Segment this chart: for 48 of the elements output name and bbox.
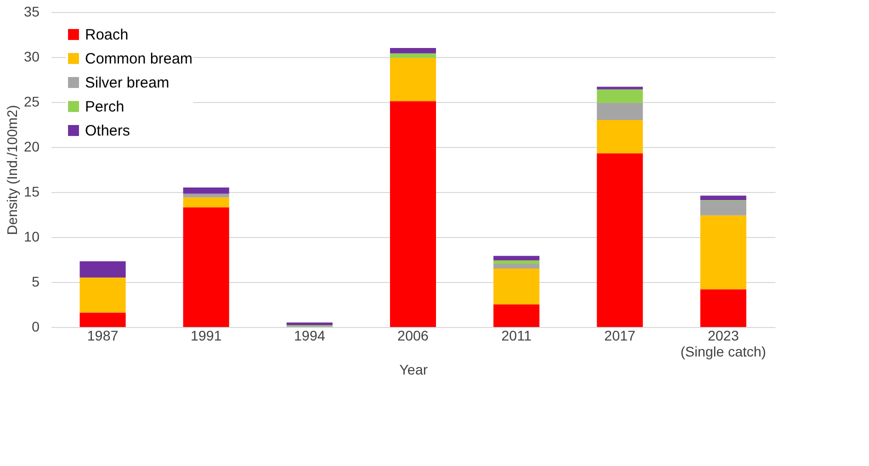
bar [493, 268, 540, 304]
bar [700, 289, 746, 327]
bar [183, 194, 230, 198]
legend-label: Silver bream [85, 74, 170, 92]
x-tick-label: 2011 [501, 328, 532, 344]
x-axis-title: Year [399, 362, 428, 378]
x-tick-label: 1994 [294, 328, 326, 344]
bar [700, 196, 746, 200]
y-tick-label: 15 [24, 184, 40, 200]
x-tick-label: 2006 [397, 328, 429, 344]
bar [183, 197, 230, 208]
y-tick-label: 30 [24, 48, 40, 64]
bar [596, 153, 643, 327]
bar [493, 264, 540, 268]
y-tick-label: 20 [24, 138, 40, 154]
bar [596, 89, 643, 103]
bar [80, 261, 126, 278]
bar [183, 188, 230, 194]
bar [700, 215, 746, 290]
y-tick-label: 35 [24, 4, 40, 20]
x-tick-label: 2023 (Single catch) [680, 328, 766, 360]
bar [390, 48, 436, 54]
bar [493, 256, 540, 260]
legend-label: Roach [85, 26, 128, 44]
bar [80, 278, 126, 313]
bar [596, 86, 643, 90]
x-tick-label: 1991 [190, 328, 222, 344]
bar [596, 120, 643, 154]
y-tick-label: 25 [24, 94, 40, 110]
bar [493, 304, 540, 327]
bar [493, 260, 540, 264]
bar [596, 102, 643, 120]
legend-label: Others [85, 122, 130, 140]
bar [390, 101, 436, 327]
bar [390, 53, 436, 58]
legend-label: Perch [85, 98, 124, 116]
bar [286, 322, 333, 326]
bar [80, 312, 126, 327]
y-tick-label: 10 [24, 228, 40, 244]
y-axis-title: Density (Ind./100m2) [4, 105, 20, 235]
y-tick-label: 5 [32, 274, 40, 290]
bar [700, 201, 746, 216]
bar [183, 207, 230, 327]
y-tick-label: 0 [32, 318, 40, 334]
x-tick-label: 2017 [604, 328, 636, 344]
bar [390, 58, 436, 102]
legend-label: Common bream [85, 50, 193, 68]
x-tick-label: 1987 [87, 328, 118, 344]
